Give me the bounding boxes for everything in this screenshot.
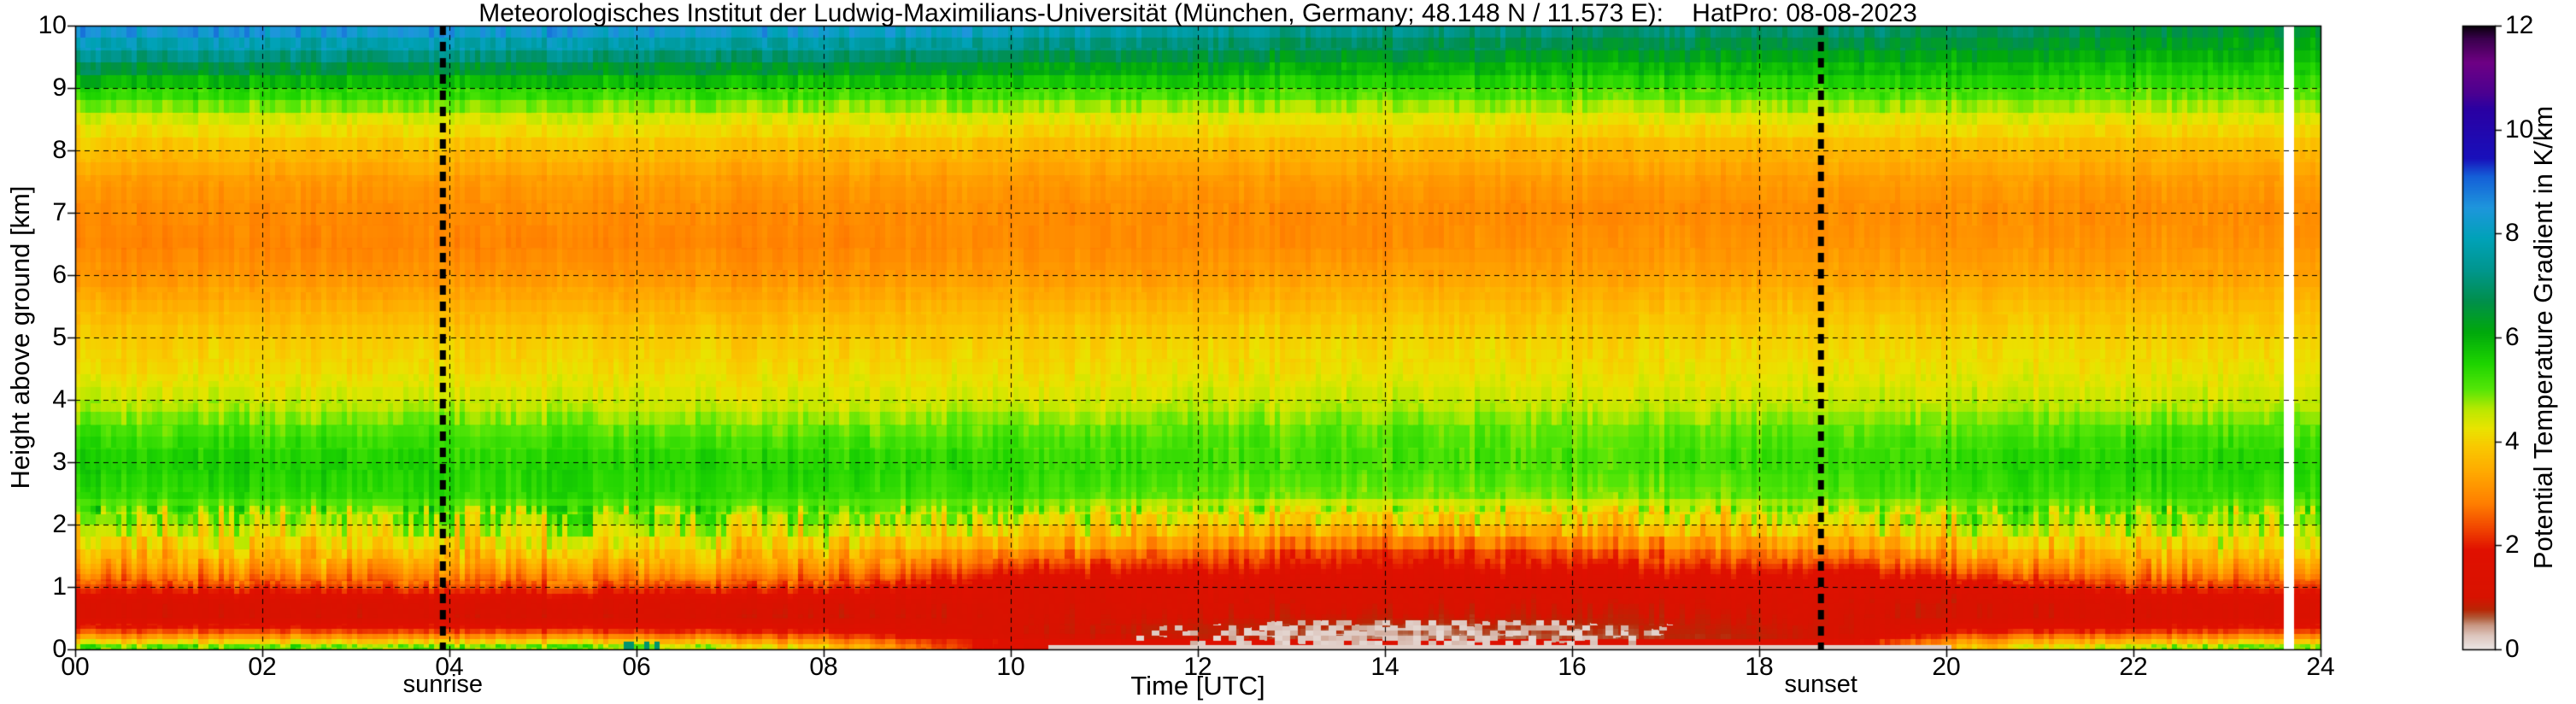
colorbar-label: Potential Temperature Gradient in K/km (2528, 105, 2558, 570)
y-tick-label: 5 (52, 323, 67, 351)
x-tick-label: 24 (2306, 653, 2335, 681)
y-tick-label: 9 (52, 73, 67, 102)
x-tick-label: 14 (1370, 653, 1399, 681)
chart-title: Meteorologisches Institut der Ludwig-Max… (478, 0, 1917, 27)
x-tick-label: 16 (1558, 653, 1587, 681)
x-tick-label: 00 (61, 653, 90, 681)
y-tick-label: 2 (52, 510, 67, 538)
x-tick-label: 18 (1745, 653, 1774, 681)
sunrise-annotation: sunrise (402, 671, 484, 698)
colorbar-tick-label: 10 (2505, 114, 2534, 144)
sunset-annotation: sunset (1784, 671, 1857, 698)
x-tick-label: 12 (1183, 653, 1212, 681)
colorbar-tick-label: 0 (2505, 635, 2520, 663)
y-tick-label: 3 (52, 448, 67, 476)
colorbar-tick-label: 12 (2505, 11, 2534, 39)
x-tick-label: 06 (622, 653, 651, 681)
x-axis-label: Time [UTC] (1130, 671, 1265, 701)
y-tick-label: 0 (52, 635, 67, 663)
y-tick-label: 6 (52, 261, 67, 289)
y-tick-label: 1 (52, 572, 67, 601)
y-tick-label: 10 (38, 11, 67, 39)
y-tick-label: 7 (52, 198, 67, 226)
colorbar-tick-label: 6 (2505, 323, 2520, 351)
x-tick-label: 02 (248, 653, 277, 681)
x-tick-label: 20 (1932, 653, 1961, 681)
colorbar-tick-label: 2 (2505, 531, 2520, 560)
colorbar-tick-label: 4 (2505, 426, 2520, 455)
x-tick-label: 22 (2119, 653, 2148, 681)
y-tick-label: 8 (52, 136, 67, 164)
colorbar-tick-label: 8 (2505, 219, 2520, 248)
x-tick-label: 10 (996, 653, 1025, 681)
y-tick-label: 4 (52, 385, 67, 414)
x-tick-label: 08 (809, 653, 838, 681)
x-tick-label: 04 (435, 653, 464, 681)
